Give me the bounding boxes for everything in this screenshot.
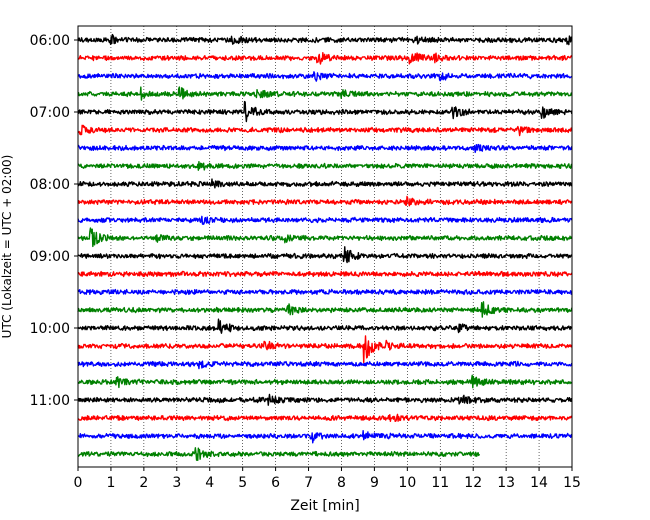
seismic-trace [77,430,573,444]
seismic-trace [77,246,573,264]
x-tick-label: 0 [74,475,83,491]
x-tick-label: 4 [205,475,214,491]
x-tick-label: 13 [497,475,515,491]
x-tick-label: 14 [530,475,548,491]
seismic-trace [77,71,573,82]
x-tick-label: 11 [431,475,449,491]
x-tick-label: 2 [139,475,148,491]
y-tick-label: 09:00 [30,249,70,265]
seismic-trace [77,393,573,406]
x-tick-label: 3 [172,475,181,491]
seismic-trace [77,33,573,46]
seismic-trace [77,374,573,389]
y-tick-label: 11:00 [30,393,70,409]
x-tick-label: 12 [464,475,482,491]
y-tick-label: 06:00 [30,33,70,49]
seismic-trace [77,52,573,65]
x-tick-label: 9 [370,475,379,491]
seismic-trace [77,143,573,154]
seismic-trace [77,288,573,296]
seismic-trace [77,447,480,462]
seismic-trace [77,86,573,101]
seismic-trace [77,301,573,318]
seismic-trace [77,178,573,189]
x-axis-ticks: 0 1 2 3 4 5 6 7 8 9 10 11 12 13 14 15 [74,467,581,491]
x-tick-label: 8 [337,475,346,491]
y-axis-title: UTC (Lokalzeit = UTC + 02:00) [0,155,14,339]
x-tick-label: 7 [304,475,313,491]
y-tick-label: 10:00 [30,321,70,337]
seismic-traces [77,33,573,462]
seismic-trace [77,227,573,248]
seismic-trace [77,318,573,334]
seismic-trace [77,360,573,370]
x-tick-label: 1 [106,475,115,491]
x-tick-label: 6 [271,475,280,491]
seismic-trace [77,270,573,278]
y-tick-label: 08:00 [30,177,70,193]
plot-frame [77,25,573,468]
x-tick-label: 15 [563,475,581,491]
seismic-trace [77,124,573,137]
x-tick-label: 10 [398,475,416,491]
y-axis-ticks: 06:00 07:00 08:00 09:00 10:00 11:00 [30,33,78,409]
seismic-trace [77,215,573,225]
seismic-trace [77,335,573,364]
seismic-trace [77,100,573,123]
seismic-trace [77,160,573,171]
x-tick-label: 5 [238,475,247,491]
y-tick-label: 07:00 [30,105,70,121]
seismic-trace [77,195,573,207]
seismic-trace [77,413,572,423]
x-axis-title: Zeit [min] [290,498,359,514]
